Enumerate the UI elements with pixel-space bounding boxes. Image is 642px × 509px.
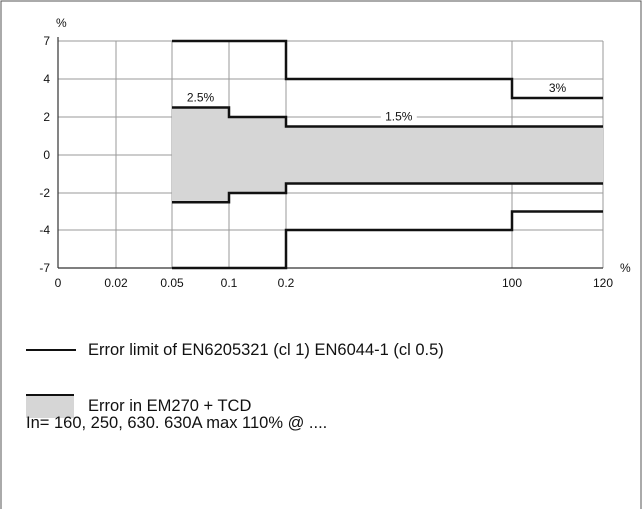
x-tick-label: 0.2	[278, 276, 295, 290]
annotation-bg	[182, 90, 219, 104]
band-layer	[172, 107, 603, 203]
y-tick-label: -7	[39, 261, 50, 275]
accuracy-band-lower-edge	[172, 182, 603, 204]
error-chart: 7 4 2 0 -2 -4 -7 0 0.02 0.05 0.1 0.2 100 120%% 2.5% 1.5…	[39, 16, 631, 290]
label-layer: 7 4 2 0 -2 -4 -7 0 0.02 0.05 0.1 0.2 100 120%% 2.5% 1.5…	[39, 16, 631, 290]
x-tick-label: 0	[55, 276, 62, 290]
y-tick-label: 7	[43, 34, 50, 48]
y-tick-label: 2	[43, 110, 50, 124]
x-tick-label: 0.05	[160, 276, 184, 290]
accuracy-band-fill	[172, 107, 603, 203]
limit-line-upper	[172, 39, 603, 100]
rated-current-note: In= 160, 250, 630. 630A max 110% @ ....	[26, 414, 328, 432]
annotation-label: 1.5%	[385, 110, 413, 124]
x-tick-label: 0.1	[221, 276, 238, 290]
accuracy-band-upper-edge	[172, 106, 603, 128]
limit-line-layer	[172, 39, 603, 270]
x-tick-label: 100	[502, 276, 522, 290]
legend-band-swatch	[26, 394, 74, 418]
annotation-bg	[380, 109, 417, 123]
y-tick-label: -4	[39, 223, 50, 237]
y-tick-label: 4	[43, 72, 50, 86]
annotation-label: 3%	[549, 81, 567, 95]
x-unit-label: %	[620, 261, 631, 275]
legend-item-limit: Error limit of EN6205321 (cl 1) EN6044-1…	[26, 336, 444, 364]
x-tick-label: 0.02	[104, 276, 128, 290]
x-tick-label: 120	[593, 276, 613, 290]
annotation-bg	[546, 81, 569, 94]
y-tick-label: 0	[43, 148, 50, 162]
y-unit-label: %	[56, 16, 67, 30]
limit-line-lower	[172, 210, 603, 270]
legend-item-band: Error in EM270 + TCD	[26, 392, 251, 420]
annotation-label: 2.5%	[187, 91, 215, 105]
legend-limit-label: Error limit of EN6205321 (cl 1) EN6044-1…	[88, 340, 444, 359]
legend-line-swatch	[26, 349, 76, 351]
legend-band-label: Error in EM270 + TCD	[88, 396, 252, 415]
y-tick-label: -2	[39, 186, 50, 200]
